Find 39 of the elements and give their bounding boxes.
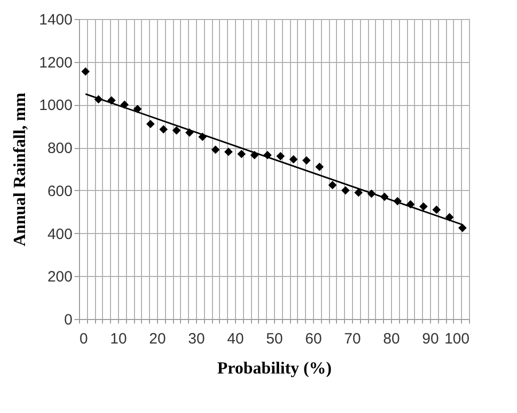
x-tick-label: 20 bbox=[149, 330, 166, 348]
point bbox=[237, 150, 246, 158]
point bbox=[276, 152, 285, 160]
point bbox=[159, 125, 168, 134]
point bbox=[302, 156, 311, 165]
point bbox=[315, 162, 324, 172]
x-tick-label: 80 bbox=[383, 330, 400, 348]
point bbox=[146, 120, 155, 128]
point bbox=[172, 126, 181, 135]
point bbox=[289, 155, 298, 164]
point bbox=[419, 202, 428, 211]
y-tick-label: 400 bbox=[47, 226, 72, 243]
point bbox=[432, 206, 441, 214]
y-tick-label: 0 bbox=[64, 312, 72, 328]
x-tick-label: 60 bbox=[305, 330, 322, 348]
x-tick-label: 90 bbox=[422, 330, 439, 348]
x-tick-label: 0 bbox=[80, 330, 88, 348]
x-tick-label: 50 bbox=[266, 330, 283, 348]
point bbox=[133, 104, 142, 114]
y-axis-title: Annual Rainfall, mm bbox=[10, 92, 30, 246]
y-tick-label: 1000 bbox=[39, 97, 72, 114]
point bbox=[328, 180, 337, 190]
y-tick-label: 200 bbox=[47, 268, 72, 286]
x-tick-label: 30 bbox=[188, 330, 205, 348]
point bbox=[81, 67, 90, 76]
x-tick-label: 40 bbox=[227, 330, 244, 348]
y-tick-label: 1400 bbox=[39, 12, 72, 28]
x-tick-label: 10 bbox=[110, 330, 127, 348]
point bbox=[354, 188, 363, 197]
y-tick-label: 800 bbox=[47, 140, 72, 158]
y-tick-label: 600 bbox=[47, 182, 72, 200]
y-tick-label: 1200 bbox=[39, 54, 72, 72]
x-axis-title: Probability (%) bbox=[217, 358, 332, 378]
point bbox=[211, 146, 220, 154]
point bbox=[458, 224, 467, 232]
point bbox=[341, 186, 350, 195]
x-tick-label: 100 bbox=[444, 330, 470, 348]
x-tick-label: 70 bbox=[344, 330, 361, 348]
point bbox=[224, 148, 233, 156]
